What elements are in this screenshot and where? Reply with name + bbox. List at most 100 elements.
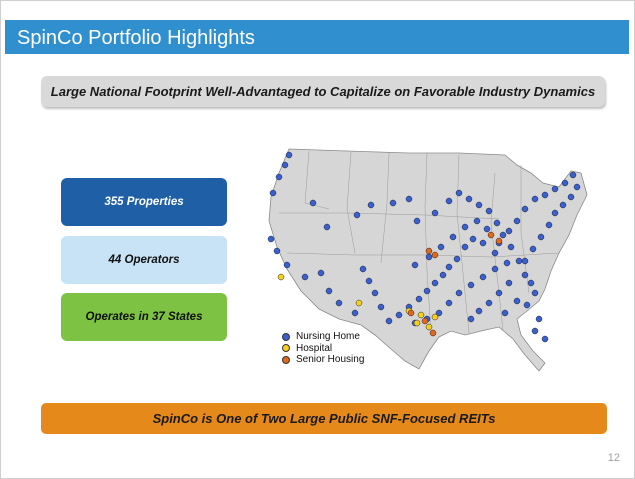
page-number: 12 bbox=[607, 452, 620, 464]
nursing-home-marker bbox=[371, 289, 379, 297]
nursing-home-marker bbox=[521, 205, 529, 213]
hospital-marker bbox=[355, 299, 363, 307]
nursing-home-marker bbox=[569, 171, 577, 179]
title-bar: SpinCo Portfolio Highlights bbox=[5, 20, 629, 54]
nursing-home-marker bbox=[301, 273, 309, 281]
nursing-home-marker bbox=[275, 173, 283, 181]
nursing-home-marker bbox=[389, 199, 397, 207]
nursing-home-marker bbox=[411, 261, 419, 269]
nursing-home-marker bbox=[495, 289, 503, 297]
nursing-home-marker bbox=[461, 223, 469, 231]
footer-banner: SpinCo is One of Two Large Public SNF-Fo… bbox=[41, 403, 607, 434]
nursing-home-marker bbox=[531, 289, 539, 297]
nursing-home-marker bbox=[309, 199, 317, 207]
nursing-home-marker bbox=[367, 201, 375, 209]
stat-states-label: Operates in 37 States bbox=[85, 311, 203, 323]
nursing-home-marker bbox=[423, 287, 431, 295]
nursing-home-marker bbox=[469, 235, 477, 243]
legend-item-senior-housing: Senior Housing bbox=[282, 354, 392, 366]
stat-properties-label: 355 Properties bbox=[104, 196, 184, 208]
senior-housing-marker bbox=[487, 231, 495, 239]
legend-label-nursing-home: Nursing Home bbox=[296, 331, 360, 343]
nursing-home-marker bbox=[505, 227, 513, 235]
senior-housing-marker bbox=[431, 251, 439, 259]
nursing-home-marker bbox=[473, 217, 481, 225]
nursing-home-marker bbox=[453, 255, 461, 263]
nursing-home-marker bbox=[559, 201, 567, 209]
nursing-home-marker bbox=[503, 259, 511, 267]
nursing-home-marker bbox=[479, 239, 487, 247]
nursing-home-marker bbox=[529, 245, 537, 253]
nursing-home-marker bbox=[541, 191, 549, 199]
nursing-home-marker bbox=[479, 273, 487, 281]
headline-text: Large National Footprint Well-Advantaged… bbox=[50, 84, 596, 99]
nursing-home-marker bbox=[405, 195, 413, 203]
nursing-home-marker bbox=[285, 151, 293, 159]
nursing-home-marker bbox=[449, 233, 457, 241]
nursing-home-marker bbox=[507, 243, 515, 251]
nursing-home-marker bbox=[269, 189, 277, 197]
nursing-home-marker bbox=[545, 221, 553, 229]
nursing-home-marker bbox=[467, 281, 475, 289]
nursing-home-marker bbox=[359, 265, 367, 273]
nursing-home-marker bbox=[273, 247, 281, 255]
footer-text: SpinCo is One of Two Large Public SNF-Fo… bbox=[152, 411, 496, 426]
stat-box-properties: 355 Properties bbox=[61, 178, 227, 226]
nursing-home-marker bbox=[445, 299, 453, 307]
nursing-home-marker bbox=[323, 223, 331, 231]
nursing-home-marker bbox=[527, 279, 535, 287]
nursing-home-marker bbox=[491, 249, 499, 257]
nursing-home-marker bbox=[281, 161, 289, 169]
nursing-home-marker bbox=[501, 309, 509, 317]
nursing-home-marker bbox=[513, 297, 521, 305]
nursing-home-marker bbox=[461, 243, 469, 251]
nursing-home-marker bbox=[415, 295, 423, 303]
nursing-home-marker bbox=[351, 309, 359, 317]
nursing-home-marker bbox=[561, 179, 569, 187]
nursing-home-marker bbox=[475, 201, 483, 209]
nursing-home-marker bbox=[523, 301, 531, 309]
nursing-home-marker bbox=[467, 315, 475, 323]
nursing-home-marker bbox=[531, 327, 539, 335]
nursing-home-marker bbox=[515, 257, 523, 265]
senior-housing-marker bbox=[495, 237, 503, 245]
hospital-marker bbox=[413, 319, 421, 327]
nursing-home-marker bbox=[267, 235, 275, 243]
nursing-home-marker bbox=[335, 299, 343, 307]
senior-housing-marker bbox=[421, 317, 429, 325]
hospital-marker bbox=[425, 323, 433, 331]
nursing-home-marker bbox=[541, 335, 549, 343]
nursing-home-marker bbox=[485, 207, 493, 215]
nursing-home-marker bbox=[377, 303, 385, 311]
nursing-home-marker bbox=[521, 271, 529, 279]
nursing-home-marker bbox=[395, 311, 403, 319]
nursing-home-marker bbox=[499, 231, 507, 239]
nursing-home-marker bbox=[483, 225, 491, 233]
nursing-home-marker bbox=[567, 193, 575, 201]
stat-operators-label: 44 Operators bbox=[108, 254, 180, 266]
hospital-marker-icon bbox=[282, 344, 290, 353]
nursing-home-marker bbox=[535, 315, 543, 323]
hospital-marker bbox=[431, 313, 439, 321]
nursing-home-marker bbox=[365, 277, 373, 285]
nursing-home-marker bbox=[385, 317, 393, 325]
nursing-home-marker bbox=[439, 271, 447, 279]
nursing-home-marker bbox=[435, 309, 443, 317]
state-borders bbox=[279, 150, 560, 334]
nursing-home-marker bbox=[425, 253, 433, 261]
nursing-home-marker bbox=[531, 195, 539, 203]
us-portfolio-map bbox=[267, 148, 588, 372]
nursing-home-marker bbox=[431, 279, 439, 287]
nursing-home-marker bbox=[491, 265, 499, 273]
nursing-home-marker bbox=[437, 243, 445, 251]
nursing-home-marker bbox=[445, 197, 453, 205]
nursing-home-marker bbox=[445, 263, 453, 271]
nursing-home-marker bbox=[431, 209, 439, 217]
legend-item-nursing-home: Nursing Home bbox=[282, 331, 392, 343]
nursing-home-marker bbox=[485, 299, 493, 307]
senior-housing-marker-icon bbox=[282, 355, 290, 364]
stat-box-operators: 44 Operators bbox=[61, 236, 227, 284]
nursing-home-marker bbox=[513, 217, 521, 225]
slide-title: SpinCo Portfolio Highlights bbox=[17, 27, 255, 49]
hospital-marker bbox=[417, 311, 425, 319]
